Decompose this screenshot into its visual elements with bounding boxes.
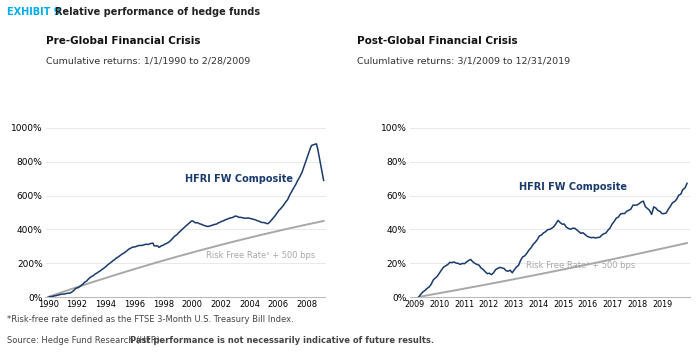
Text: HFRI FW Composite: HFRI FW Composite [519, 183, 626, 193]
Text: Cumulative returns: 1/1/1990 to 2/28/2009: Cumulative returns: 1/1/1990 to 2/28/200… [46, 57, 250, 66]
Text: HFRI FW Composite: HFRI FW Composite [185, 174, 293, 184]
Text: Past performance is not necessarily indicative of future results.: Past performance is not necessarily indi… [130, 336, 433, 345]
Text: Relative performance of hedge funds: Relative performance of hedge funds [55, 7, 260, 17]
Text: Risk Free Rate¹ + 500 bps: Risk Free Rate¹ + 500 bps [526, 261, 635, 271]
Text: Risk Free Rate¹ + 500 bps: Risk Free Rate¹ + 500 bps [206, 251, 316, 260]
Text: Source: Hedge Fund Research (HFR).: Source: Hedge Fund Research (HFR). [7, 336, 165, 345]
Text: *Risk-free rate defined as the FTSE 3-Month U.S. Treasury Bill Index.: *Risk-free rate defined as the FTSE 3-Mo… [7, 315, 294, 324]
Text: Pre-Global Financial Crisis: Pre-Global Financial Crisis [46, 36, 200, 46]
Text: EXHIBIT 9: EXHIBIT 9 [7, 7, 60, 17]
Text: Culumlative returns: 3/1/2009 to 12/31/2019: Culumlative returns: 3/1/2009 to 12/31/2… [357, 57, 570, 66]
Text: Post-Global Financial Crisis: Post-Global Financial Crisis [357, 36, 517, 46]
